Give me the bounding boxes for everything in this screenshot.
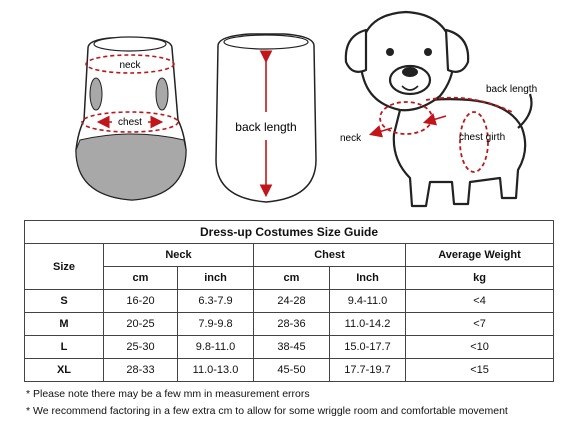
- dog-chest-girth-label: chest girth: [459, 132, 505, 143]
- chest-cm-cell: 38-45: [253, 335, 330, 359]
- neck-inch-cell: 7.9-9.8: [177, 312, 254, 336]
- table-row: L 25-30 9.8-11.0 38-45 15.0-17.7 <10: [24, 335, 555, 359]
- chest-measure-line: [81, 111, 179, 133]
- neck-cm-cell: 16-20: [103, 289, 178, 313]
- illustration-area: neck chest back length: [75, 10, 537, 208]
- table-row: S 16-20 6.3-7.9 24-28 9.4-11.0 <4: [24, 289, 555, 313]
- size-cell: S: [24, 289, 104, 313]
- subheader-chest-cm: cm: [253, 266, 330, 290]
- weight-cell: <7: [404, 312, 555, 336]
- table-row: M 20-25 7.9-9.8 28-36 11.0-14.2 <7: [24, 312, 555, 336]
- dog-neck-label: neck: [340, 133, 362, 144]
- front-neck-label: neck: [119, 60, 141, 71]
- neck-measure-line: [85, 54, 175, 74]
- dog-back-length-label: back length: [486, 84, 537, 95]
- neck-inch-cell: 11.0-13.0: [177, 358, 254, 382]
- table-title: Dress-up Costumes Size Guide: [23, 220, 555, 244]
- subheader-weight-kg: kg: [404, 266, 555, 290]
- chest-inch-cell: 9.4-11.0: [329, 289, 406, 313]
- dog-chest-measure: [459, 111, 489, 173]
- size-cell: L: [24, 335, 104, 359]
- front-chest-label: chest: [118, 117, 142, 128]
- header-chest: Chest: [253, 243, 406, 267]
- subheader-chest-inch: Inch: [329, 266, 406, 290]
- chest-cm-cell: 45-50: [253, 358, 330, 382]
- note-extra-room: * We recommend factoring in a few extra …: [26, 405, 508, 417]
- dog-back-measure: [425, 96, 513, 113]
- size-guide-table: Dress-up Costumes Size Guide Size Neck C…: [23, 220, 555, 382]
- chest-cm-cell: 24-28: [253, 289, 330, 313]
- header-size: Size: [24, 243, 104, 290]
- weight-cell: <15: [404, 358, 555, 382]
- subheader-neck-inch: inch: [177, 266, 254, 290]
- chest-cm-cell: 28-36: [253, 312, 330, 336]
- neck-cm-cell: 20-25: [103, 312, 178, 336]
- size-cell: M: [24, 312, 104, 336]
- back-length-label: back length: [235, 120, 296, 134]
- weight-cell: <10: [404, 335, 555, 359]
- subheader-neck-cm: cm: [103, 266, 178, 290]
- illustration-svg: neck chest back length: [75, 10, 537, 208]
- size-cell: XL: [24, 358, 104, 382]
- neck-cm-cell: 25-30: [103, 335, 178, 359]
- header-weight: Average Weight: [404, 243, 555, 267]
- dog-illustration: [344, 10, 533, 208]
- neck-inch-cell: 6.3-7.9: [177, 289, 254, 313]
- shirt-front: neck chest: [75, 36, 187, 201]
- chest-inch-cell: 15.0-17.7: [329, 335, 406, 359]
- neck-inch-cell: 9.8-11.0: [177, 335, 254, 359]
- header-neck: Neck: [103, 243, 254, 267]
- chest-inch-cell: 17.7-19.7: [329, 358, 406, 382]
- table-row: XL 28-33 11.0-13.0 45-50 17.7-19.7 <15: [24, 358, 555, 382]
- neck-cm-cell: 28-33: [103, 358, 178, 382]
- shirt-back: back length: [215, 33, 317, 203]
- note-measurement-errors: * Please note there may be a few mm in m…: [26, 388, 310, 400]
- chest-inch-cell: 11.0-14.2: [329, 312, 406, 336]
- weight-cell: <4: [404, 289, 555, 313]
